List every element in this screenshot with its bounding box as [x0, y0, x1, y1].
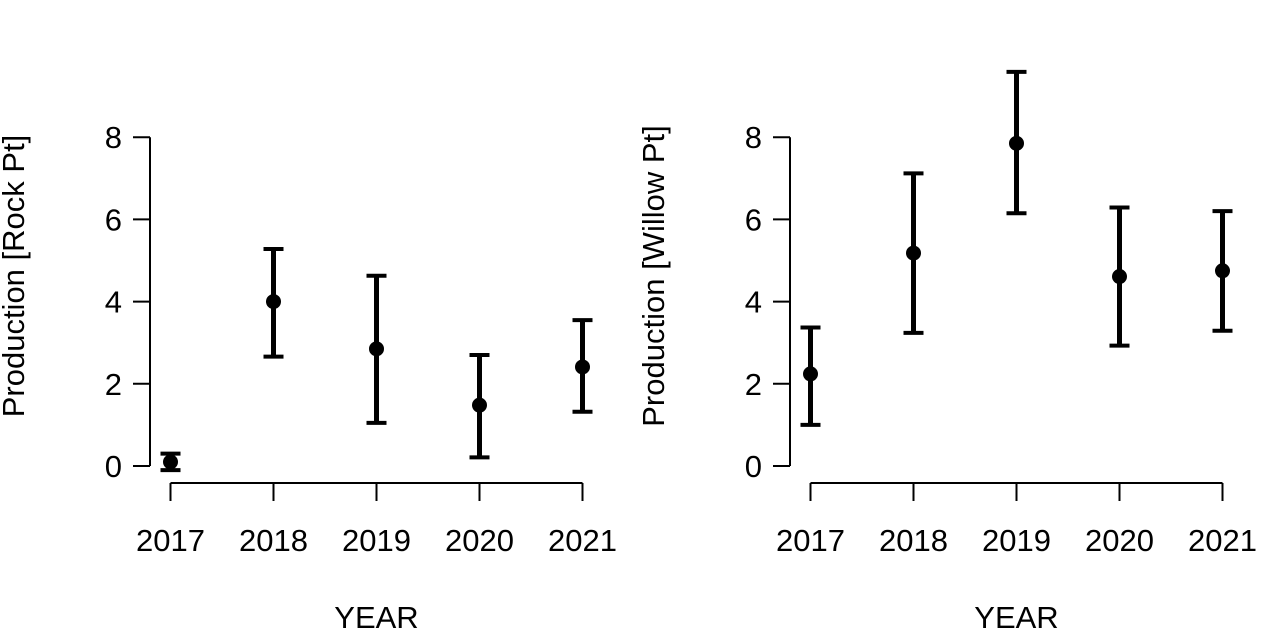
- data-point: [472, 397, 487, 413]
- x-tick-label: 2021: [1188, 523, 1257, 558]
- chart-production-rock-pt: 0 2 4 6 8 2017 2018 2019 2020 2021 YEAR Production …: [0, 120, 617, 635]
- x-tick-label: 2018: [879, 523, 948, 558]
- y-tick-label: 2: [745, 367, 762, 402]
- data-point: [369, 341, 384, 357]
- data-point: [266, 294, 281, 310]
- y-tick-label: 0: [745, 449, 762, 484]
- data-point: [163, 454, 178, 470]
- x-tick-label: 2020: [1085, 523, 1154, 558]
- y-tick-label: 6: [105, 202, 122, 237]
- x-axis-title: YEAR: [974, 600, 1058, 635]
- y-tick-label: 8: [745, 120, 762, 155]
- x-axis-title: YEAR: [334, 600, 418, 635]
- data-point: [906, 245, 921, 261]
- x-tick-label: 2020: [445, 523, 514, 558]
- chart-production-willow-pt: 0 2 4 6 8 2017 2018 2019 2020 2021 YEAR Production …: [640, 69, 1257, 635]
- x-tick-label: 2017: [136, 523, 205, 558]
- y-tick-label: 2: [105, 367, 122, 402]
- y-tick-label: 4: [105, 285, 122, 320]
- x-tick-label: 2019: [342, 523, 411, 558]
- x-tick-label: 2019: [982, 523, 1051, 558]
- y-tick-label: 8: [105, 120, 122, 155]
- y-tick-label: 4: [745, 285, 762, 320]
- data-point: [803, 366, 818, 382]
- y-tick-label: 6: [745, 202, 762, 237]
- data-point: [1112, 269, 1127, 285]
- x-tick-label: 2017: [776, 523, 845, 558]
- y-tick-label: 0: [105, 449, 122, 484]
- data-point: [1215, 263, 1230, 279]
- data-point: [1009, 135, 1024, 151]
- y-axis-title: Production [Willow Pt]: [640, 125, 671, 427]
- data-point: [575, 359, 590, 375]
- y-axis-title: Production [Rock Pt]: [0, 135, 31, 418]
- x-tick-label: 2018: [239, 523, 308, 558]
- x-tick-label: 2021: [548, 523, 617, 558]
